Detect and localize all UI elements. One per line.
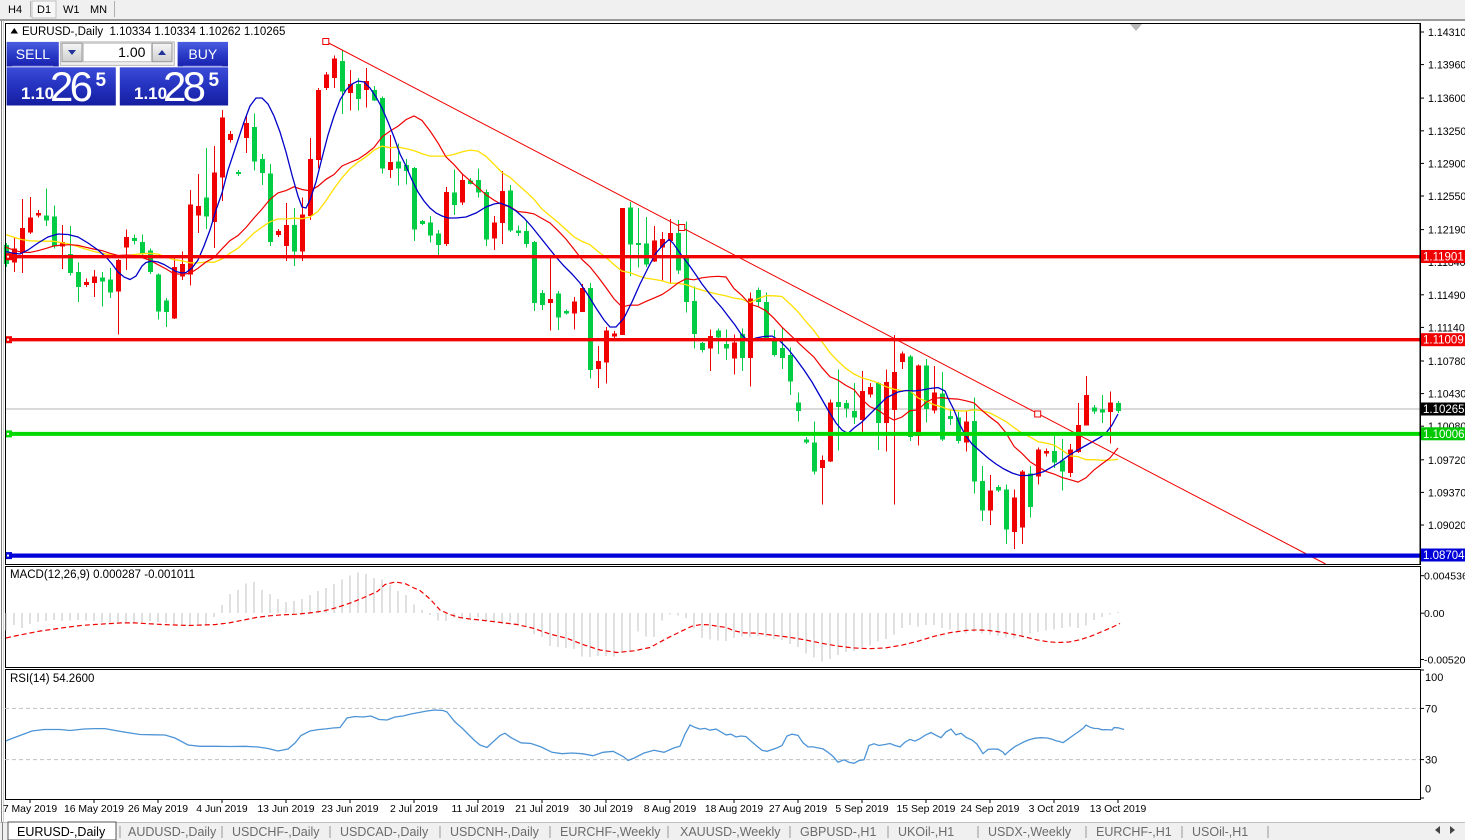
svg-text:1.12550: 1.12550 [1428, 191, 1465, 203]
svg-text:11 Jul 2019: 11 Jul 2019 [452, 804, 505, 815]
svg-text:1.13250: 1.13250 [1428, 126, 1465, 138]
svg-text:5: 5 [209, 70, 220, 91]
svg-text:23 Jun 2019: 23 Jun 2019 [321, 804, 378, 815]
svg-text:1.12190: 1.12190 [1428, 225, 1465, 237]
svg-text:-0.005205: -0.005205 [1424, 655, 1465, 667]
svg-text:70: 70 [1425, 703, 1437, 715]
svg-text:1.11140: 1.11140 [1428, 322, 1465, 334]
svg-text:EURUSD-,Daily: EURUSD-,Daily [17, 825, 106, 839]
svg-text:8 Aug 2019: 8 Aug 2019 [644, 804, 697, 815]
svg-text:XAUUSD-,Weekly: XAUUSD-,Weekly [680, 825, 781, 839]
svg-text:SELL: SELL [16, 46, 50, 62]
svg-text:7 May 2019: 7 May 2019 [3, 804, 58, 815]
svg-text:1.14310: 1.14310 [1428, 27, 1465, 39]
svg-text:100: 100 [1425, 672, 1443, 684]
svg-text:1.10780: 1.10780 [1428, 356, 1465, 368]
svg-text:1.09720: 1.09720 [1428, 455, 1465, 467]
svg-text:5: 5 [96, 70, 107, 91]
svg-text:AUDUSD-,Daily: AUDUSD-,Daily [128, 825, 217, 839]
svg-text:2 Jul 2019: 2 Jul 2019 [390, 804, 438, 815]
svg-text:1.10006: 1.10006 [1423, 429, 1465, 441]
svg-text:MN: MN [90, 4, 107, 16]
svg-text:26 May 2019: 26 May 2019 [128, 804, 188, 815]
svg-text:MACD(12,26,9) 0.000287 -0.0010: MACD(12,26,9) 0.000287 -0.001011 [10, 569, 195, 581]
svg-text:USDCNH-,Daily: USDCNH-,Daily [450, 825, 540, 839]
svg-text:EURCHF-,Weekly: EURCHF-,Weekly [560, 825, 661, 839]
svg-text:15 Sep 2019: 15 Sep 2019 [897, 804, 956, 815]
svg-text:1.13960: 1.13960 [1428, 60, 1465, 72]
svg-text:H4: H4 [8, 4, 22, 16]
svg-text:28: 28 [163, 63, 206, 110]
svg-text:30: 30 [1425, 755, 1437, 767]
svg-text:30 Jul 2019: 30 Jul 2019 [579, 804, 633, 815]
svg-text:4 Jun 2019: 4 Jun 2019 [196, 804, 248, 815]
svg-text:24 Sep 2019: 24 Sep 2019 [961, 804, 1020, 815]
svg-text:1.13600: 1.13600 [1428, 93, 1465, 105]
svg-text:USDCAD-,Daily: USDCAD-,Daily [340, 825, 429, 839]
svg-text:UKOil-,H1: UKOil-,H1 [898, 825, 954, 839]
svg-text:1.10265: 1.10265 [1423, 404, 1465, 416]
svg-text:1.00: 1.00 [118, 44, 145, 60]
svg-text:BUY: BUY [188, 46, 217, 62]
svg-text:USOil-,H1: USOil-,H1 [1192, 825, 1248, 839]
svg-text:3 Oct 2019: 3 Oct 2019 [1029, 804, 1080, 815]
svg-text:1.10: 1.10 [21, 84, 54, 103]
svg-text:1.11490: 1.11490 [1428, 290, 1465, 302]
svg-text:0: 0 [1425, 784, 1431, 796]
svg-text:5 Sep 2019: 5 Sep 2019 [835, 804, 888, 815]
svg-text:13 Oct 2019: 13 Oct 2019 [1090, 804, 1147, 815]
svg-text:1.10430: 1.10430 [1428, 389, 1465, 401]
svg-text:1.11901: 1.11901 [1423, 252, 1464, 264]
svg-text:W1: W1 [63, 4, 80, 16]
svg-text:21 Jul 2019: 21 Jul 2019 [515, 804, 569, 815]
svg-text:D1: D1 [37, 4, 51, 16]
svg-text:1.11009: 1.11009 [1423, 335, 1464, 347]
svg-text:USDX-,Weekly: USDX-,Weekly [988, 825, 1072, 839]
svg-text:16 May 2019: 16 May 2019 [64, 804, 124, 815]
svg-text:EURCHF-,H1: EURCHF-,H1 [1096, 825, 1172, 839]
svg-text:EURUSD-,Daily 1.10334 1.10334: EURUSD-,Daily 1.10334 1.10334 1.10262 1.… [22, 26, 285, 38]
svg-text:GBPUSD-,H1: GBPUSD-,H1 [800, 825, 876, 839]
svg-text:1.09020: 1.09020 [1428, 520, 1465, 532]
svg-text:RSI(14) 54.2600: RSI(14) 54.2600 [10, 673, 94, 685]
svg-text:1.08704: 1.08704 [1423, 550, 1465, 562]
svg-text:USDCHF-,Daily: USDCHF-,Daily [232, 825, 320, 839]
svg-text:1.09370: 1.09370 [1428, 487, 1465, 499]
svg-text:0.00: 0.00 [1424, 608, 1445, 620]
svg-text:27 Aug 2019: 27 Aug 2019 [769, 804, 828, 815]
svg-text:18 Aug 2019: 18 Aug 2019 [705, 804, 764, 815]
svg-text:0.004536: 0.004536 [1424, 571, 1465, 583]
svg-text:1.10: 1.10 [134, 84, 167, 103]
svg-text:1.12900: 1.12900 [1428, 158, 1465, 170]
svg-text:26: 26 [50, 63, 93, 110]
svg-text:13 Jun 2019: 13 Jun 2019 [257, 804, 314, 815]
